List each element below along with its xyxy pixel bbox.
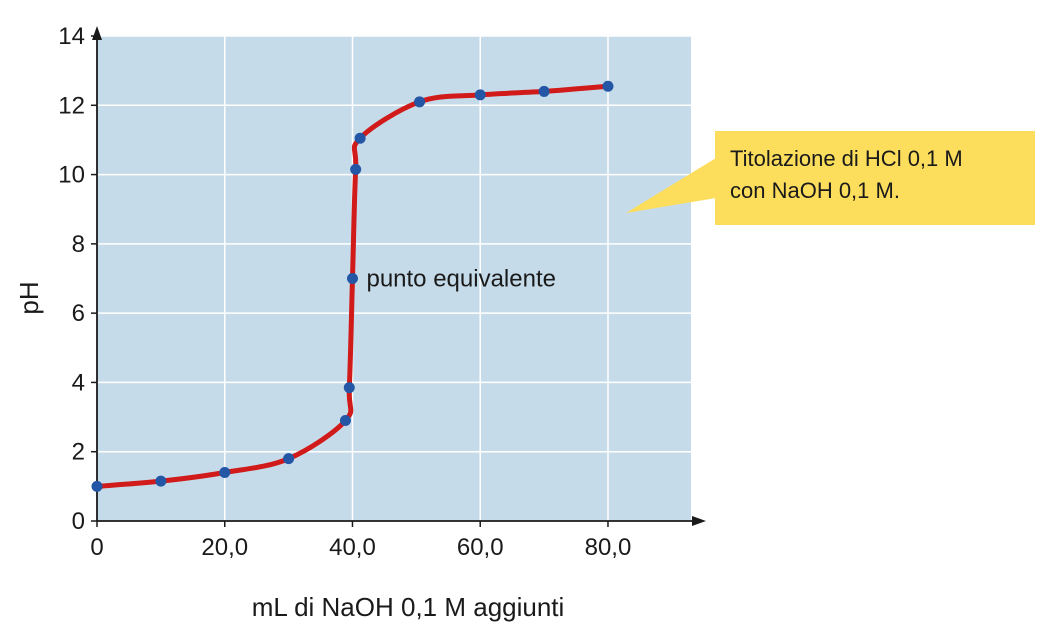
axes: [91, 26, 706, 527]
y-tick-label: 6: [72, 300, 85, 327]
equivalence-point-label: punto equivalente: [366, 266, 556, 293]
data-point: [354, 132, 366, 144]
x-axis-title: mL di NaOH 0,1 M aggiunti: [252, 592, 565, 622]
x-axis-arrow: [692, 516, 706, 526]
callout-line-1: Titolazione di HCl 0,1 M: [730, 146, 963, 171]
y-tick-label: 8: [72, 231, 85, 258]
y-axis-arrow: [92, 26, 102, 40]
y-axis-title: pH: [14, 281, 44, 314]
data-point: [219, 467, 231, 478]
data-point: [602, 80, 614, 92]
y-tick-label: 4: [72, 369, 85, 396]
y-tick-labels: 0 2 4 6 8 10 12 14: [58, 23, 85, 535]
data-points: [91, 80, 614, 492]
data-point: [350, 163, 362, 175]
x-tick-label: 40,0: [329, 534, 376, 561]
x-tick-label: 20,0: [201, 534, 248, 561]
data-point: [91, 480, 103, 492]
y-tick-label: 2: [72, 439, 85, 466]
x-tick-label: 80,0: [585, 534, 632, 561]
callout-box: Titolazione di HCl 0,1 M con NaOH 0,1 M.: [626, 131, 1035, 225]
data-point: [346, 273, 358, 284]
callout-pointer: [626, 158, 716, 213]
callout-rectangle: [715, 131, 1035, 225]
data-point: [414, 96, 426, 108]
data-point: [474, 89, 486, 101]
y-tick-label: 0: [72, 508, 85, 535]
y-tick-label: 10: [58, 162, 85, 189]
data-point: [283, 453, 295, 465]
data-point: [538, 85, 550, 97]
y-tick-label: 14: [58, 23, 85, 50]
data-point: [343, 382, 355, 394]
y-tick-label: 12: [58, 92, 85, 119]
x-tick-label: 60,0: [457, 534, 504, 561]
x-tick-labels: 0 20,0 40,0 60,0 80,0: [90, 534, 631, 561]
callout-line-2: con NaOH 0,1 M.: [730, 178, 900, 203]
data-point: [339, 415, 351, 427]
data-point: [155, 475, 167, 487]
plot-background: [97, 36, 691, 521]
x-tick-label: 0: [90, 534, 103, 561]
